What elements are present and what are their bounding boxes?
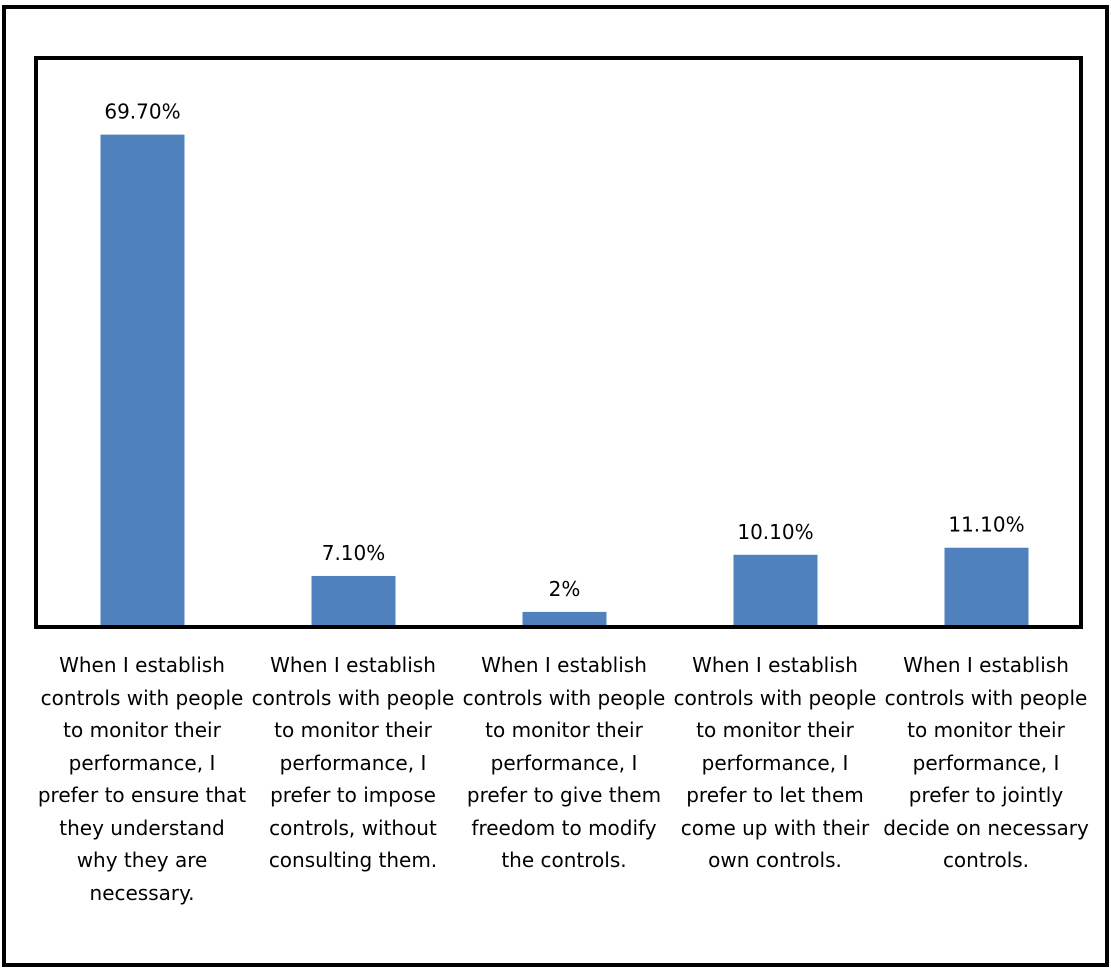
category-label-1: When I establish controls with people to…	[37, 653, 247, 905]
data-labels-layer: 69.70% 7.10% 2% 10.10% 11.10%	[104, 100, 1024, 601]
data-label-4: 10.10%	[737, 520, 813, 544]
category-label-4: When I establish controls with people to…	[673, 653, 877, 872]
data-label-1: 69.70%	[104, 100, 180, 124]
bar-1	[100, 134, 185, 627]
category-label-2: When I establish controls with people to…	[251, 653, 455, 872]
data-label-5: 11.10%	[948, 513, 1024, 537]
bar-5	[944, 547, 1029, 626]
bar-4	[733, 554, 818, 626]
bar-3	[522, 611, 607, 626]
category-label-5: When I establish controls with people to…	[883, 653, 1089, 872]
bar-2	[311, 575, 396, 626]
category-label-3: When I establish controls with people to…	[462, 653, 666, 872]
data-label-3: 2%	[549, 577, 581, 601]
chart-frame	[2, 5, 1109, 967]
bars-layer	[100, 134, 1029, 627]
data-label-2: 7.10%	[322, 541, 386, 565]
